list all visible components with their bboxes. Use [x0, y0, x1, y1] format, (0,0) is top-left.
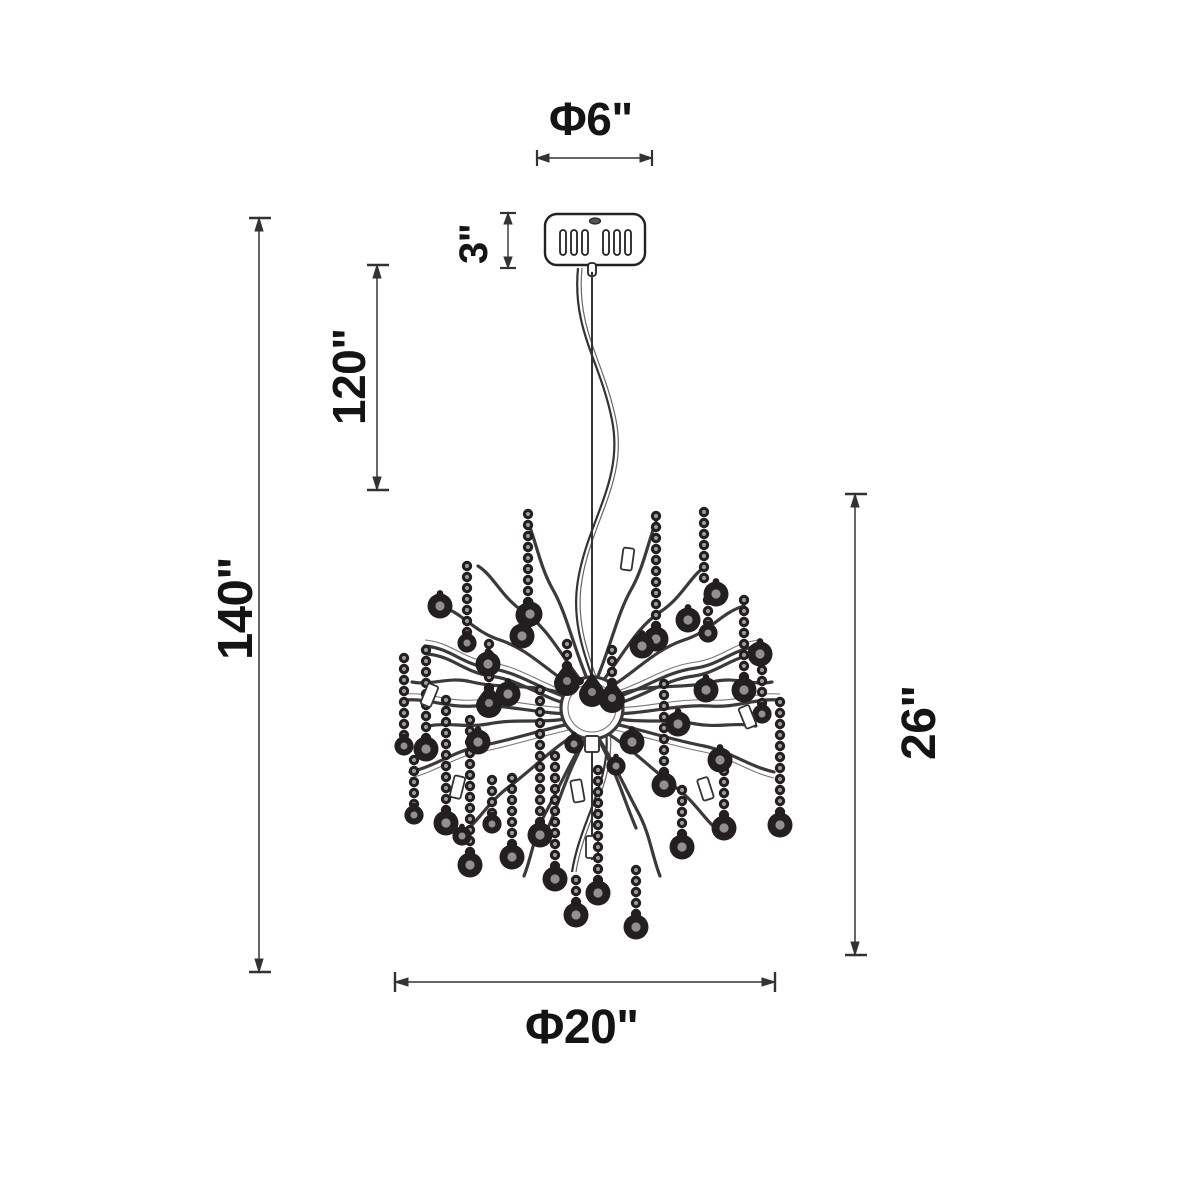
arm-group [402, 520, 782, 878]
bead-strand [767, 696, 793, 838]
dim-label-total-height: 140" [209, 557, 263, 660]
bead-strand [476, 638, 502, 718]
dim-label-diameter-body: Φ20" [525, 1001, 639, 1054]
dim-line-body-height [845, 492, 867, 957]
canopy-group [543, 212, 647, 277]
bead-strand [457, 714, 483, 878]
bead-strand [599, 644, 625, 713]
bead-strand [527, 684, 553, 848]
bead-strand [623, 864, 649, 940]
bead-strand [563, 874, 589, 928]
bead-strand [427, 578, 773, 846]
bead-strand [651, 678, 677, 798]
dim-line-diameter-body [393, 972, 777, 992]
bead-strand [413, 644, 439, 762]
socket-group [419, 546, 757, 804]
bead-strand [482, 774, 502, 834]
dimension-lines [249, 150, 867, 992]
bead-strand [515, 508, 541, 628]
bead-strand [394, 652, 414, 756]
central-hub [559, 675, 625, 753]
bead-strand [711, 754, 737, 841]
bead-strand [404, 754, 424, 825]
arm-outline-group [403, 639, 781, 779]
dim-line-canopy-height [500, 211, 516, 270]
suspension-group [570, 267, 620, 873]
bead-strand [752, 642, 772, 724]
bead-strand [698, 506, 710, 584]
bead-strand [585, 764, 611, 906]
dim-line-diameter-top [535, 150, 654, 166]
bead-strand [433, 694, 459, 836]
dim-label-canopy-height: 3" [452, 223, 496, 264]
bead-strand [643, 510, 669, 652]
bead-strand-group [394, 506, 793, 940]
dim-label-diameter-top: Φ6" [549, 93, 633, 145]
bead-strand [499, 772, 525, 870]
dim-label-body-height: 26" [893, 685, 946, 760]
bead-strand [698, 594, 718, 643]
bead-strand [542, 750, 568, 892]
bead-strand [669, 784, 695, 860]
dim-label-suspension-height: 120" [323, 328, 375, 425]
bead-strand [554, 638, 580, 696]
bead-strand [731, 594, 757, 703]
bead-strand [457, 560, 477, 653]
